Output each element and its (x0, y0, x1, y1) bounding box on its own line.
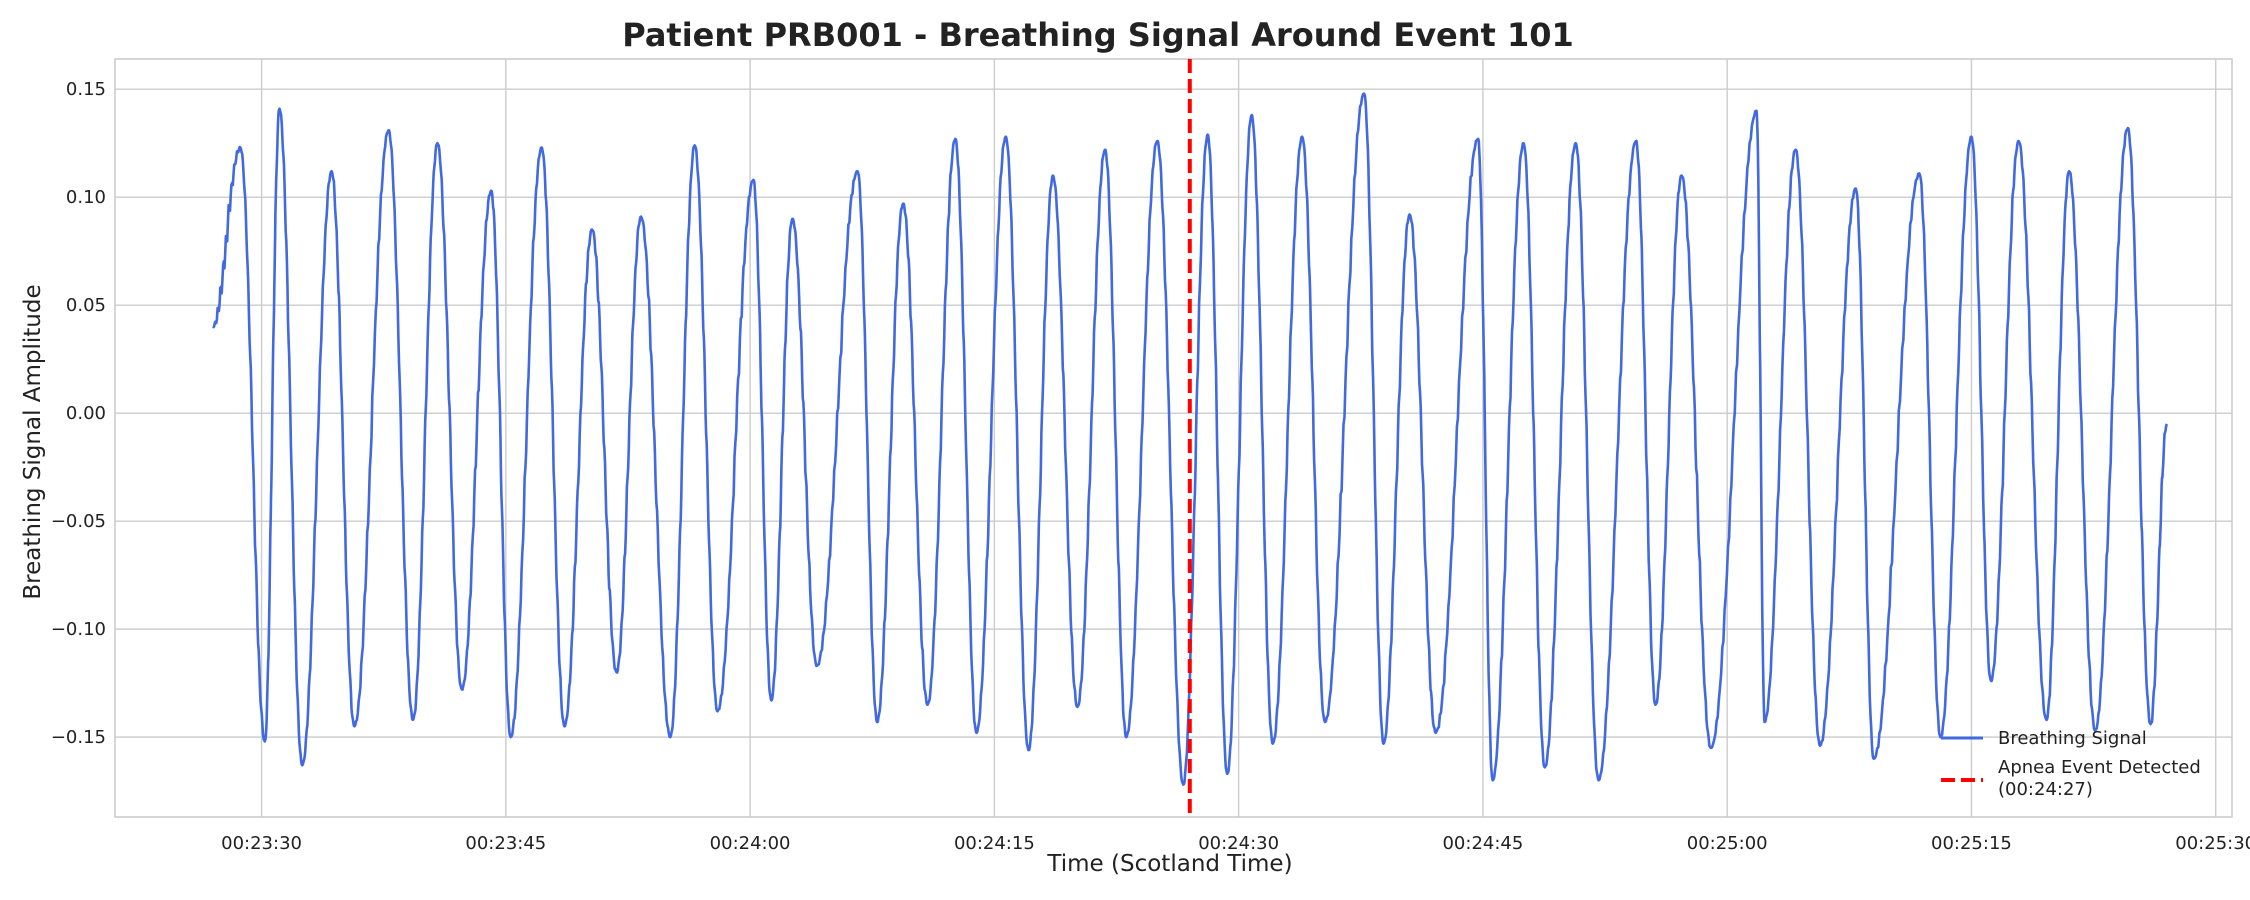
y-axis-label: Breathing Signal Amplitude (20, 284, 46, 599)
breathing-signal-line (212, 92, 2169, 786)
x-tick-label: 00:24:00 (710, 833, 791, 854)
y-tick-label: 0.15 (66, 79, 106, 100)
x-tick-label: 00:24:45 (1442, 833, 1523, 854)
x-tick-label: 00:24:30 (1198, 833, 1279, 854)
legend-label-line: Apnea Event Detected (1998, 757, 2201, 778)
legend-label-apnea-event: Apnea Event Detected (00:24:27) (1998, 757, 2201, 800)
series-layer (212, 59, 2169, 817)
x-tick-label: 00:23:45 (465, 833, 546, 854)
y-tick-label: −0.15 (51, 727, 106, 748)
x-tick-label: 00:24:15 (954, 833, 1035, 854)
x-tick-label: 00:25:15 (1931, 833, 2012, 854)
y-tick-label: 0.10 (66, 187, 106, 208)
y-tick-label: 0.05 (66, 295, 106, 316)
y-tick-label: −0.10 (51, 619, 106, 640)
grid (115, 59, 2232, 817)
x-axis-label: Time (Scotland Time) (1046, 851, 1292, 877)
plot-area-frame (114, 58, 2233, 818)
chart-title: Patient PRB001 - Breathing Signal Around… (622, 16, 1574, 54)
legend-label-breathing-signal: Breathing Signal (1998, 728, 2147, 749)
x-tick-label: 00:23:30 (221, 833, 302, 854)
x-tick-label: 00:25:30 (2175, 833, 2250, 854)
y-tick-label: −0.05 (51, 511, 106, 532)
legend: Breathing Signal Apnea Event Detected (00… (1941, 728, 2201, 800)
legend-label-line: (00:24:27) (1998, 779, 2093, 800)
y-tick-label: 0.00 (66, 403, 106, 424)
x-tick-label: 00:25:00 (1687, 833, 1768, 854)
tick-labels: 00:23:30 00:23:45 00:24:00 00:24:15 00:24:30… (51, 79, 2250, 854)
